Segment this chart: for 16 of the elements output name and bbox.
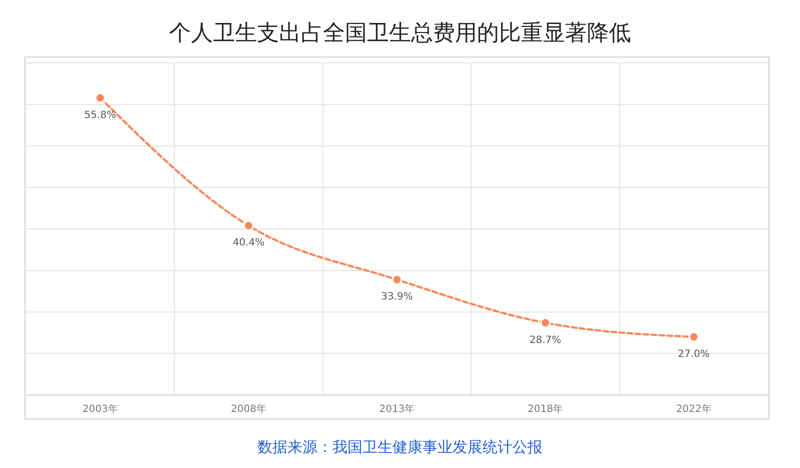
data-label: 33.9% [381,292,413,303]
point [94,92,106,104]
chart-title: 个人卫生支出占全国卫生总费用的比重显著降低 [169,21,631,46]
point [392,274,402,285]
point [688,332,700,342]
x-tick-label: 2022年 [676,403,712,415]
data-label: 27.0% [678,348,710,360]
data-label: 40.4% [232,238,264,249]
source-note: 数据来源：我国卫生健康事业发展统计公报 [258,438,542,456]
data-label: 55.8% [84,110,116,121]
x-tick-label: 2013年 [379,403,415,415]
x-tick-label: 2008年 [230,403,266,415]
x-tick-label: 2003年 [82,403,118,415]
data-label: 28.7% [530,334,562,346]
x-tick-label: 2018年 [528,403,564,415]
point [243,220,254,231]
